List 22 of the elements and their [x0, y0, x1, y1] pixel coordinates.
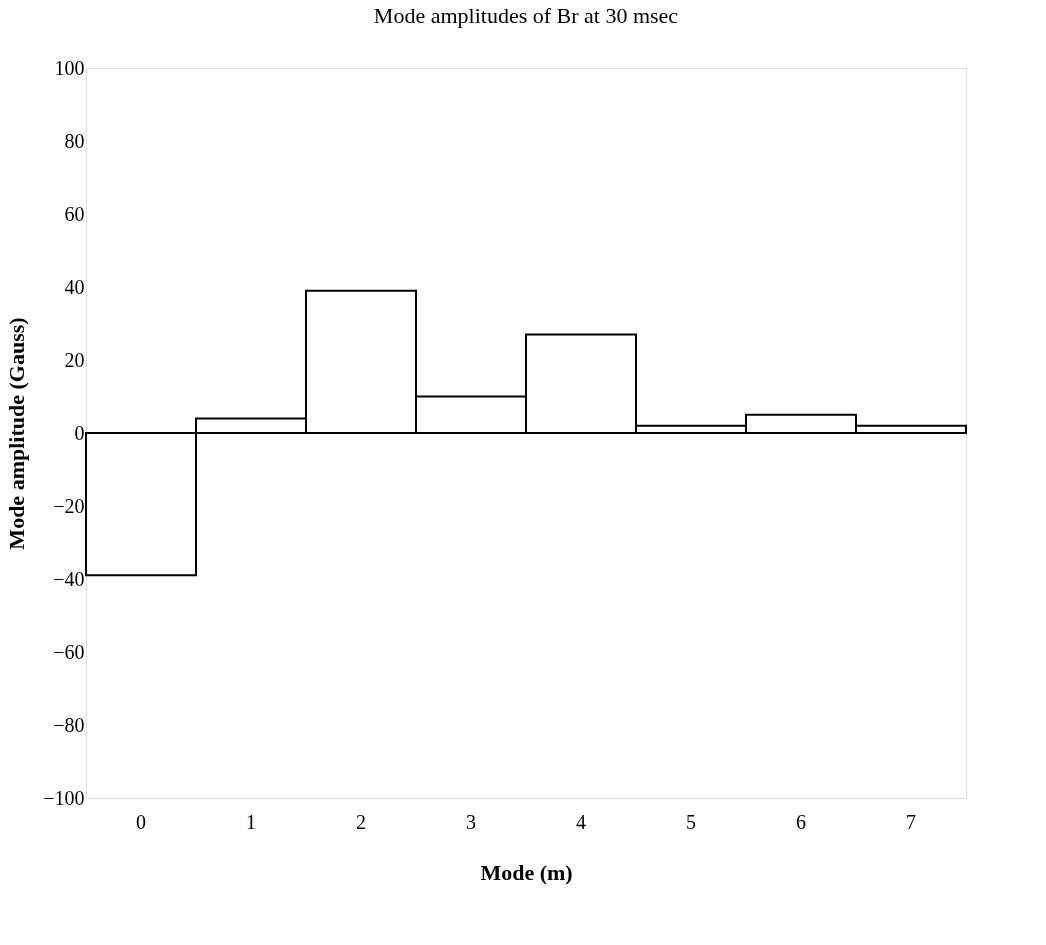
y-tick-label: 60	[64, 202, 85, 225]
y-tick-label: −80	[53, 713, 85, 736]
y-tick-label: 0	[74, 421, 85, 444]
x-axis-title: Mode (m)	[480, 859, 573, 885]
x-tick-label: 5	[686, 810, 696, 833]
x-tick-label: 3	[466, 810, 476, 833]
y-tick-label: −40	[53, 567, 85, 590]
y-tick-label: −60	[53, 640, 85, 663]
y-tick-label: 20	[64, 348, 85, 371]
y-tick-label: 80	[64, 129, 85, 152]
x-tick-label: 1	[246, 810, 256, 833]
y-tick-label: 100	[54, 56, 85, 79]
x-tick-label: 6	[796, 810, 806, 833]
x-tick-label: 4	[576, 810, 586, 833]
chart-title: Mode amplitudes of Br at 30 msec	[373, 3, 679, 28]
x-tick-label: 0	[136, 810, 146, 833]
y-tick-label: −100	[43, 786, 85, 809]
y-axis-title: Mode amplitude (Gauss)	[4, 317, 30, 550]
x-tick-label: 7	[906, 810, 916, 833]
y-tick-label: 40	[64, 275, 85, 298]
y-tick-label: −20	[53, 494, 85, 517]
x-tick-label: 2	[356, 810, 366, 833]
